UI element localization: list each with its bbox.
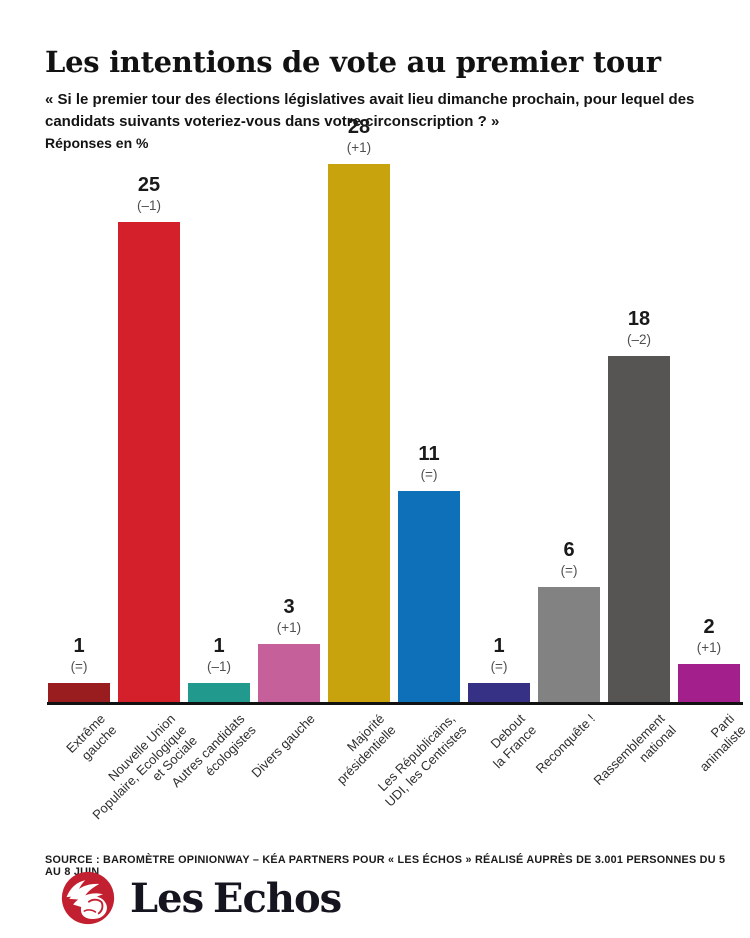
- bar-2: [118, 222, 180, 702]
- value-number: 1: [493, 635, 505, 657]
- survey-question: « Si le premier tour des élections légis…: [45, 91, 695, 130]
- value-number: 2: [703, 616, 715, 638]
- value-label-3: 1 (–1): [164, 634, 274, 676]
- bar-10: [678, 664, 740, 702]
- value-delta: (–1): [206, 659, 231, 674]
- unit-note: Réponses en %: [45, 135, 149, 151]
- bar-7: [468, 683, 530, 702]
- bar-9: [608, 356, 670, 702]
- value-delta: (+1): [346, 140, 372, 155]
- value-delta: (=): [490, 659, 508, 674]
- value-number: 11: [418, 443, 440, 465]
- les-echos-logo: Les Echos: [60, 869, 342, 927]
- bar-8: [538, 587, 600, 702]
- bar-5: [328, 164, 390, 702]
- value-label-8: 6 (=): [514, 538, 624, 580]
- value-number: 25: [137, 174, 161, 196]
- value-delta: (=): [420, 467, 438, 482]
- value-label-5: 28 (+1): [304, 115, 414, 157]
- bar-1: [48, 683, 110, 702]
- category-label-line: Divers gauche: [248, 711, 318, 781]
- value-label-4: 3 (+1): [234, 595, 344, 637]
- value-delta: (=): [70, 659, 88, 674]
- value-number: 3: [283, 596, 295, 618]
- les-echos-wordmark: Les Echos: [130, 874, 342, 922]
- value-label-7: 1 (=): [444, 634, 554, 676]
- value-number: 6: [563, 539, 575, 561]
- value-number: 28: [347, 116, 371, 138]
- value-delta: (–2): [626, 332, 651, 347]
- x-axis-line: [47, 702, 743, 705]
- page-title: Les intentions de vote au premier tour: [45, 45, 661, 80]
- value-label-2: 25 (–1): [94, 173, 204, 215]
- category-label-7: Debout la France: [479, 711, 539, 771]
- category-label-10: Parti animaliste: [686, 711, 749, 774]
- les-echos-mercury-icon: [61, 871, 115, 925]
- category-label-line: Reconquête !: [532, 711, 598, 777]
- category-label-8: Reconquête !: [532, 711, 598, 777]
- value-label-6: 11 (=): [374, 442, 484, 484]
- value-number: 18: [627, 308, 651, 330]
- value-delta: (+1): [696, 640, 722, 655]
- category-label-4: Divers gauche: [248, 711, 318, 781]
- bar-4: [258, 644, 320, 702]
- category-label-1: Extrême gauche: [63, 711, 119, 767]
- bar-3: [188, 683, 250, 702]
- category-label-9: Rassemblement national: [591, 711, 679, 799]
- value-number: 1: [213, 635, 225, 657]
- value-delta: (–1): [136, 198, 161, 213]
- value-label-9: 18 (–2): [584, 307, 694, 349]
- value-delta: (=): [560, 563, 578, 578]
- value-delta: (+1): [276, 620, 302, 635]
- value-number: 1: [73, 635, 85, 657]
- value-label-1: 1 (=): [24, 634, 134, 676]
- bar-6: [398, 491, 460, 702]
- value-label-10: 2 (+1): [654, 615, 750, 657]
